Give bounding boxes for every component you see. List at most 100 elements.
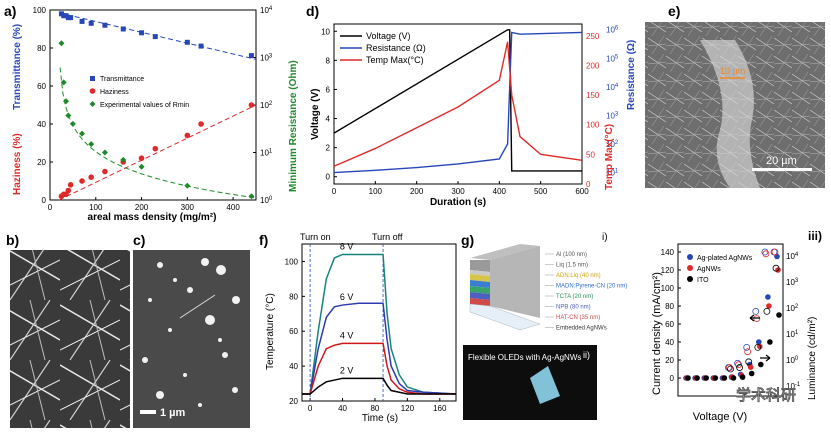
f-curve-label: 2 V (340, 365, 354, 375)
d-xtick-label: 600 (575, 187, 589, 196)
panel-iii-xlabel: Voltage (V) (693, 411, 747, 423)
d-ytick-temp-label: 100 (586, 121, 600, 130)
iii-ytick-label: 20 (665, 356, 674, 365)
layer-al-top (470, 244, 540, 260)
f-curve-label: 4 V (340, 330, 354, 340)
a-ytick-label: 100 (33, 6, 47, 15)
f-xtick-label: 0 (308, 404, 313, 413)
d-ytick-res-label: 105 (606, 54, 619, 63)
a-point-transmittance (139, 30, 145, 36)
c-particle (183, 373, 187, 377)
watermark: 学术科研 (736, 386, 796, 404)
iii-ytick-right-label: 103 (786, 278, 799, 287)
layer-agnws (469, 303, 541, 331)
a-point-transmittance (248, 53, 254, 59)
c-particle (216, 265, 226, 275)
iii-ytick-label: 0 (670, 374, 675, 383)
a-point-haziness (65, 187, 72, 194)
iii-point-2 (739, 374, 746, 380)
d-ytick-label: 8 (326, 56, 331, 65)
g-layer-label: Al (100 nm) (556, 252, 587, 258)
a-ytick-label: 20 (37, 158, 46, 167)
panel-g-device-stack (469, 244, 541, 331)
panel-e-bright-band (700, 40, 760, 188)
layer-adn (470, 274, 490, 282)
c-particle (148, 298, 152, 302)
g-layer-label: TCTA (20 nm) (556, 294, 593, 300)
c-particle (168, 328, 172, 332)
panel-f: f) 0 40 80 120 160 20 40 60 80 100 8 V 6 V 4 V 2 V T… (259, 232, 457, 424)
d-ytick-res-label: 104 (606, 83, 619, 92)
a-xtick-label: 300 (181, 203, 195, 212)
iii-point-2 (758, 361, 764, 368)
a-point-haziness (184, 132, 191, 139)
iii-point-1 (766, 303, 772, 309)
f-xtick-label: 160 (433, 404, 447, 413)
panel-f-turn-off: Turn off (372, 232, 403, 242)
legend-resistance: Resistance (Ω) (366, 43, 426, 53)
panel-a-ylabel-haziness: Haziness (%) (12, 133, 23, 195)
iii-lum-0 (752, 307, 760, 315)
panel-b-label: b) (6, 232, 19, 248)
a-fit-rmin (59, 67, 256, 199)
panel-e-label: e) (668, 3, 680, 19)
iii-ytick-label: 100 (661, 284, 675, 293)
c-particle (222, 352, 228, 358)
a-point-haziness (102, 168, 108, 175)
iii-point-2 (703, 375, 709, 381)
g-layer-label: HAT-CN (35 nm) (556, 315, 600, 321)
iii-lum-2 (772, 264, 780, 272)
a-point-rmin (63, 98, 70, 105)
panel-c: c) 1 µm (133, 232, 250, 428)
iii-lum-0 (734, 359, 741, 367)
a-ytick-right-label: 100 (260, 196, 273, 205)
f-ytick-label: 20 (289, 397, 298, 406)
a-ytick-right-label: 101 (260, 149, 273, 158)
panel-a-ticks: 0 100 200 300 400 0 20 40 60 80 100 100 101 102 103 104 (33, 6, 273, 212)
a-ytick-label: 0 (42, 196, 47, 205)
c-particle (232, 296, 240, 304)
a-point-haziness (88, 174, 94, 180)
c-particle (218, 338, 222, 342)
panel-f-ticks: 0 40 80 120 160 20 40 60 80 100 (285, 244, 447, 413)
d-ytick-res-label: 102 (606, 140, 619, 149)
iii-point-0 (756, 339, 762, 345)
panel-d-ticks: 0 100 200 300 400 500 600024681005010015020025… (321, 26, 619, 196)
panel-d-ylabel: Voltage (V) (310, 89, 321, 140)
legend-marker-rmin (89, 101, 96, 107)
c-particle (156, 391, 164, 399)
panel-a-legend: Transmittance Haziness Experimental valu… (89, 76, 189, 109)
d-ytick-label: 4 (326, 115, 331, 124)
iii-ytick-right-label: 104 (786, 252, 799, 261)
legend-agnws: AgNWs (697, 266, 721, 273)
layer-tcta (470, 286, 490, 294)
iii-point-0 (765, 294, 771, 300)
c-particle (205, 315, 215, 325)
c-particle (201, 258, 209, 266)
a-point-rmin (79, 130, 86, 137)
panel-c-scale-text: 1 µm (160, 407, 186, 419)
d-ytick-res-label: 103 (606, 111, 619, 120)
panel-iii-marks (683, 248, 782, 381)
panel-a-ylabel-resistance: Minimum Resistance (Ohm) (288, 60, 299, 192)
a-fit-transmittance (59, 12, 257, 60)
d-line-resistance (333, 31, 583, 174)
panel-e-annotation: 10 µm (720, 66, 745, 76)
iii-point-2 (694, 375, 700, 381)
layer-hatcn (470, 298, 490, 306)
a-fit-haziness (58, 104, 257, 201)
f-xtick-label: 120 (401, 404, 415, 413)
panel-iii-arrow-1 (749, 314, 760, 322)
layer-npb (470, 292, 490, 300)
legend-transmittance: Transmittance (100, 76, 144, 83)
iii-ytick-right-label: 102 (786, 304, 799, 313)
a-xtick-label: 0 (48, 203, 53, 212)
iii-lum-1 (771, 248, 779, 256)
legend-marker-haziness (89, 88, 96, 94)
legend-agplated: Ag-plated AgNWs (697, 255, 753, 262)
a-ytick-label: 80 (37, 44, 46, 53)
panel-f-label: f) (259, 232, 268, 248)
layer-madn (470, 280, 490, 288)
g-layer-label: MADN:Pyrene-CN (20 nm) (556, 284, 627, 290)
